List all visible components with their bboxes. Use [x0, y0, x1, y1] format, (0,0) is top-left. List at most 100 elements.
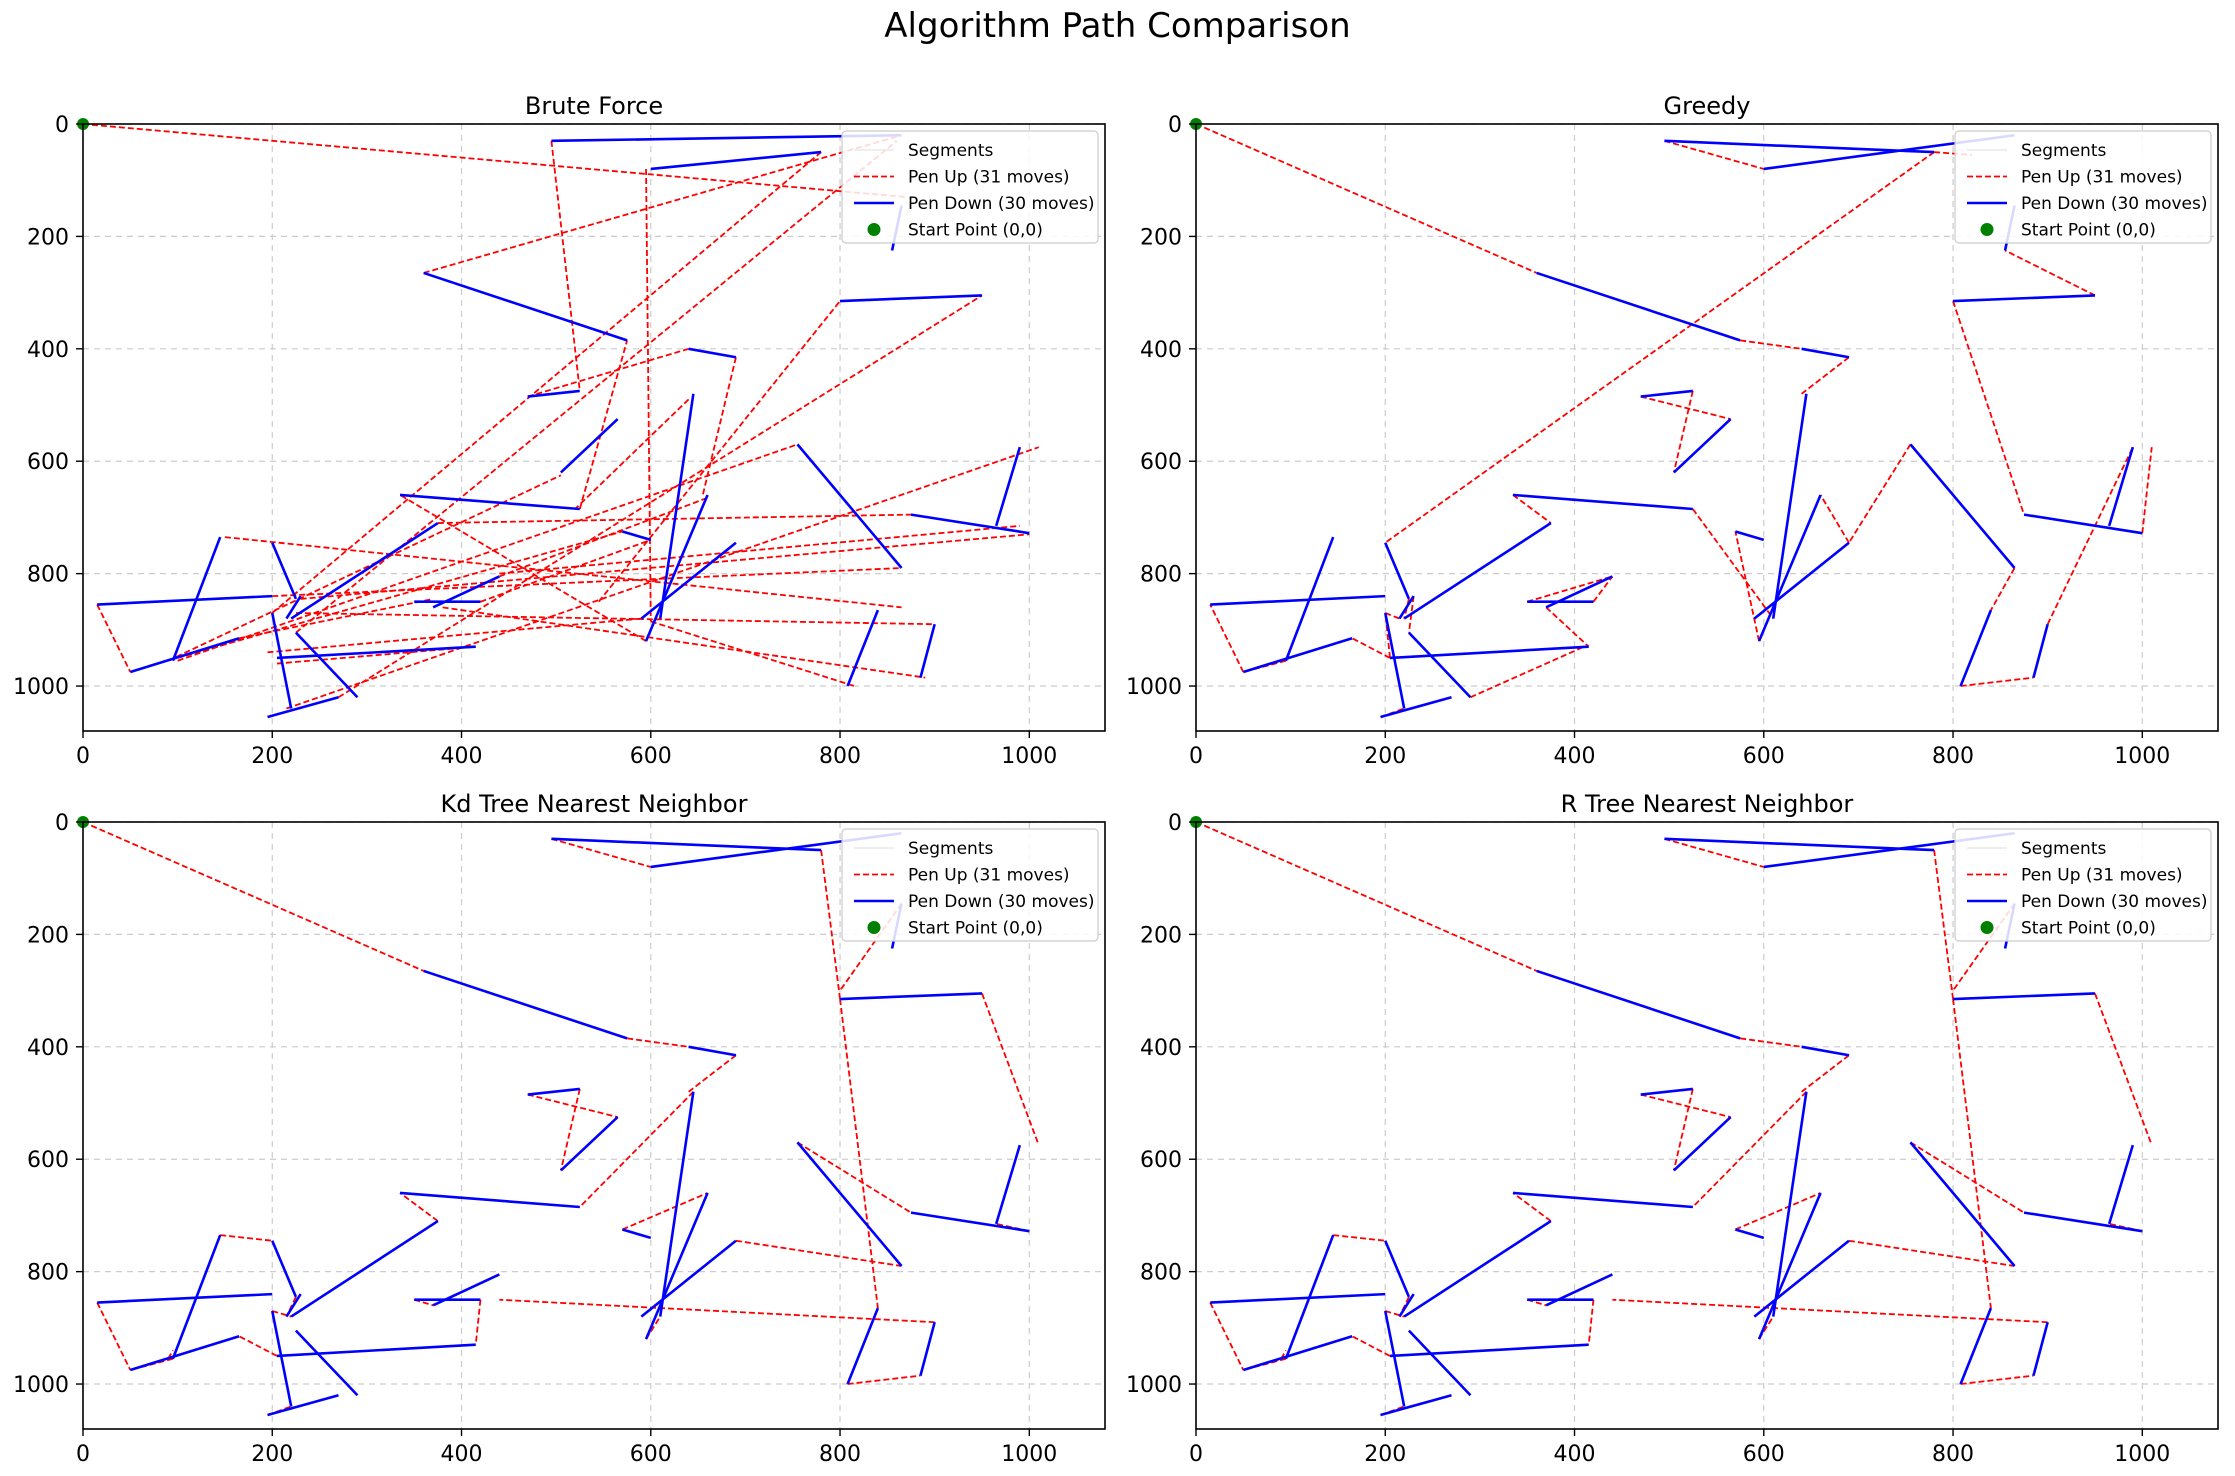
pen-up-segment: [1848, 1239, 2015, 1267]
legend-pen-down: Pen Down (30 moves): [2021, 194, 2208, 214]
legend-handle-start: [1980, 223, 1994, 236]
x-tick-label: 0: [1189, 744, 1203, 769]
legend-pen-up: Pen Up (31 moves): [908, 168, 1070, 188]
subplot-title: R Tree Nearest Neighbor: [1561, 790, 1854, 818]
y-tick-label: 200: [1140, 923, 1182, 948]
pen-down-segment: [994, 1144, 1022, 1225]
pen-down-segment: [294, 631, 359, 699]
pen-up-segment: [1385, 1310, 1405, 1318]
y-tick-label: 1000: [13, 1373, 69, 1398]
y-tick-label: 400: [27, 338, 69, 363]
x-tick-label: 200: [251, 744, 293, 769]
pen-down-segment: [1512, 1191, 1693, 1209]
pen-down-segment: [423, 969, 628, 1040]
pen-up-segment: [598, 300, 841, 603]
pen-up-segment: [272, 1310, 292, 1318]
pen-down-segment: [839, 992, 983, 1001]
pen-down-segment: [994, 446, 1022, 527]
pen-up-segment: [1952, 300, 2025, 515]
pen-up-segment: [1592, 575, 1614, 603]
pen-up-segment: [1195, 123, 1538, 274]
pen-down-segment: [527, 1087, 580, 1096]
pen-up-segment: [1526, 575, 1613, 603]
pen-down-segment: [290, 521, 439, 620]
pen-down-segment: [1380, 1394, 1452, 1417]
pen-down-segment: [839, 294, 983, 303]
y-tick-label: 0: [1168, 113, 1182, 138]
pen-up-segment: [238, 1335, 278, 1357]
pen-up-segment: [1673, 1088, 1694, 1171]
pen-up-segment: [650, 620, 855, 687]
pen-up-segment: [1739, 339, 1802, 350]
pen-down-segment: [910, 513, 1030, 535]
x-tick-label: 600: [1743, 744, 1785, 769]
pen-up-segment: [550, 140, 581, 392]
legend-title: Segments: [2021, 839, 2107, 859]
pen-up-segment: [96, 1302, 132, 1371]
pen-down-segment: [644, 494, 709, 642]
pen-up-segment: [1512, 494, 1552, 524]
x-tick-label: 200: [251, 1442, 293, 1467]
pen-up-segment: [499, 1298, 935, 1324]
x-tick-label: 1000: [1001, 1442, 1057, 1467]
pen-up-segment: [527, 1093, 618, 1118]
pen-up-segment: [1933, 849, 1954, 1000]
pen-up-segment: [701, 357, 737, 496]
legend-handle-start: [867, 921, 881, 934]
pen-up-segment: [981, 993, 1040, 1146]
legend-title: Segments: [908, 141, 994, 161]
pen-up-segment: [847, 1374, 921, 1385]
pen-down-segment: [919, 1321, 936, 1376]
pen-down-segment: [1384, 542, 1411, 600]
x-tick-label: 400: [1554, 1442, 1596, 1467]
pen-up-segment: [1952, 998, 1992, 1309]
pen-up-segment: [1209, 604, 1245, 673]
pen-down-segment: [97, 594, 273, 606]
pen-up-segment: [338, 294, 983, 699]
subplot-title: Greedy: [1664, 92, 1751, 120]
pen-up-segment: [2141, 447, 2153, 534]
pen-down-segment: [1398, 1293, 1415, 1318]
pen-down-segment: [1640, 1087, 1693, 1096]
pen-down-segment: [1640, 389, 1693, 398]
pen-down-segment: [2023, 513, 2143, 535]
x-tick-label: 0: [1189, 1442, 1203, 1467]
pen-down-segment: [285, 1293, 302, 1318]
y-tick-label: 1000: [13, 675, 69, 700]
pen-up-segment: [399, 494, 647, 642]
y-tick-label: 0: [55, 113, 69, 138]
pen-down-segment: [267, 1394, 339, 1417]
pen-down-segment: [622, 530, 652, 542]
pen-down-segment: [796, 443, 903, 569]
pen-down-segment: [658, 393, 695, 619]
pen-down-segment: [2107, 1144, 2135, 1225]
axes-frame: [1195, 821, 2219, 1430]
pen-up-segment: [1734, 531, 1760, 642]
pen-down-segment: [658, 1091, 695, 1317]
y-tick-label: 600: [1140, 450, 1182, 475]
legend-start-point: Start Point (0,0): [908, 221, 1043, 241]
pen-up-segment: [295, 612, 935, 626]
figure-title: Algorithm Path Comparison: [884, 6, 1351, 46]
subplot-1: 0 200 400 600 800 1000 0 200 400 600 800 1000 Brute …: [13, 92, 1106, 769]
pen-up-segment: [1351, 637, 1391, 659]
y-tick-label: 200: [27, 923, 69, 948]
pen-down-segment: [1753, 1239, 1850, 1318]
pen-down-segment: [644, 1192, 709, 1340]
pen-up-segment: [1470, 645, 1585, 699]
pen-up-segment: [527, 347, 689, 398]
pen-up-segment: [551, 837, 652, 868]
pen-up-segment: [177, 530, 623, 659]
pen-up-segment: [1333, 1234, 1386, 1242]
pen-up-segment: [796, 1141, 912, 1214]
pen-up-segment: [96, 604, 132, 673]
pen-down-segment: [2032, 623, 2049, 678]
legend-start-point: Start Point (0,0): [2021, 919, 2156, 939]
pen-down-segment: [688, 1045, 737, 1057]
pen-down-segment: [1664, 139, 1935, 154]
y-tick-label: 800: [27, 563, 69, 588]
pen-down-segment: [640, 1239, 737, 1318]
pen-up-segment: [2094, 993, 2153, 1146]
pen-down-segment: [2032, 1321, 2049, 1376]
